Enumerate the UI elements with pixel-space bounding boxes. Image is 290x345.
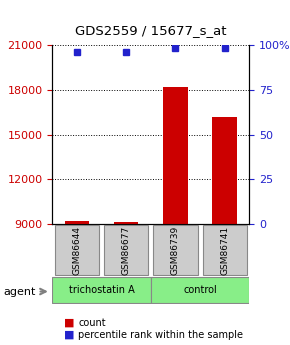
FancyBboxPatch shape (153, 225, 198, 275)
FancyBboxPatch shape (104, 225, 148, 275)
FancyBboxPatch shape (151, 277, 249, 303)
Text: GSM86739: GSM86739 (171, 226, 180, 275)
Bar (213, 117, 237, 224)
Text: GSM86741: GSM86741 (220, 226, 229, 275)
Text: ■: ■ (64, 318, 74, 327)
Text: GSM86644: GSM86644 (72, 226, 81, 275)
Text: GSM86677: GSM86677 (122, 226, 131, 275)
FancyBboxPatch shape (55, 225, 99, 275)
Text: count: count (78, 318, 106, 327)
Bar (163, 87, 188, 224)
Bar (64, 221, 89, 224)
FancyBboxPatch shape (202, 225, 247, 275)
Text: control: control (183, 285, 217, 295)
Text: trichostatin A: trichostatin A (69, 285, 134, 295)
FancyBboxPatch shape (52, 277, 151, 303)
Text: agent: agent (3, 287, 35, 296)
Text: ■: ■ (64, 330, 74, 339)
Bar (114, 222, 139, 224)
Text: percentile rank within the sample: percentile rank within the sample (78, 330, 243, 339)
Text: GDS2559 / 15677_s_at: GDS2559 / 15677_s_at (75, 24, 226, 37)
